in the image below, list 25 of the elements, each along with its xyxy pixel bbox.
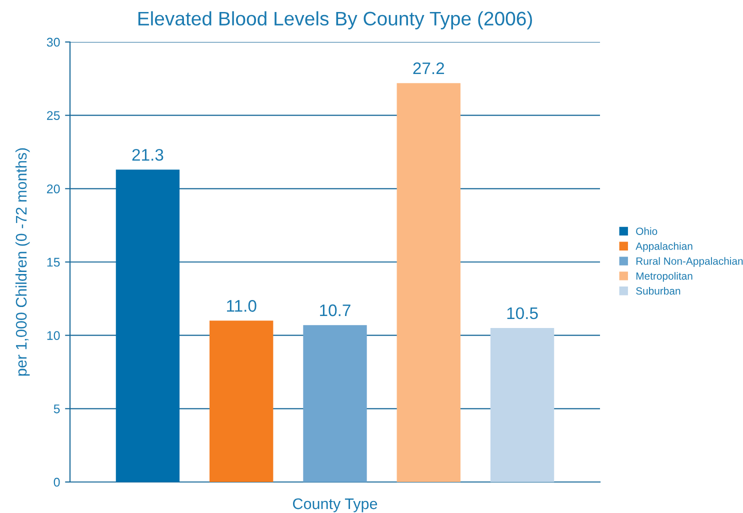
legend-label: Rural Non-Appalachian — [636, 257, 743, 267]
bar — [490, 328, 554, 482]
text: 10.7 — [320, 304, 350, 316]
bar — [116, 170, 180, 482]
text: 21.3 — [132, 148, 164, 161]
y-tick-label: 20 — [47, 184, 60, 194]
legend-label: Metropolitan — [636, 272, 692, 282]
y-axis-title: per 1,000 Children (0 -72 months) — [15, 148, 30, 376]
chart-title: Elevated Blood Levels By County Type (2006) — [138, 11, 532, 30]
y-tick-label: 30 — [46, 38, 60, 47]
y-tick-label: 0 — [54, 478, 60, 487]
text: 27.2 — [413, 62, 444, 74]
legend-label: Suburban — [636, 286, 680, 295]
text: 11.0 — [227, 300, 256, 312]
bar — [303, 325, 367, 482]
y-tick-label: 25 — [47, 111, 60, 120]
y-tick-label: 5 — [54, 404, 60, 414]
bar — [210, 320, 274, 482]
legend-label: Ohio — [636, 227, 658, 235]
bar — [396, 83, 460, 482]
text: 10.5 — [507, 307, 538, 320]
legend-label: Appalachian — [636, 242, 692, 252]
x-axis-title: County Type — [293, 498, 378, 512]
y-tick-label: 15 — [47, 258, 60, 267]
y-tick-label: 10 — [47, 331, 60, 340]
